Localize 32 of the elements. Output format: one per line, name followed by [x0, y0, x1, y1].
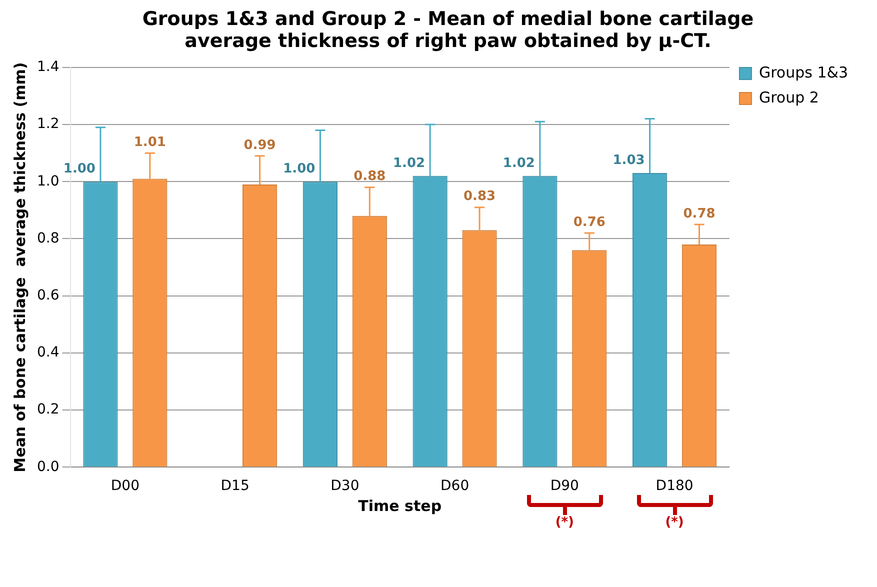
- data-label: 0.99: [244, 138, 276, 153]
- y-tick-label: 1.0: [37, 173, 60, 190]
- data-label: 1.01: [134, 134, 166, 150]
- y-tick-label: 0.8: [37, 230, 60, 246]
- data-label: 1.00: [283, 162, 316, 177]
- data-label: 0.78: [683, 206, 716, 222]
- x-tick-label: D90: [550, 478, 579, 494]
- y-tick-label: 0.6: [37, 288, 60, 304]
- text: (*): [554, 515, 575, 530]
- y-tick-label: 1.4: [37, 59, 60, 76]
- y-tick-label: 0.0: [37, 458, 60, 475]
- x-tick-label: D180: [656, 478, 694, 494]
- data-label: 0.76: [573, 214, 606, 230]
- chart-title: Groups 1&3 and Group 2 - Mean of medial bone cartilage average thickness of right paw obtained by µ-CT.: [141, 8, 755, 52]
- text: (*): [664, 515, 685, 530]
- y-axis-title: Mean of bone cartilage average thickness (mm): [10, 62, 29, 472]
- data-label: 1.02: [393, 156, 426, 171]
- x-tick-label: D00: [110, 478, 140, 494]
- y-tick-label: 0.4: [37, 344, 60, 361]
- data-label: 1.03: [612, 152, 645, 168]
- legend-label: Group 2: [758, 88, 819, 106]
- data-label: 1.00: [63, 162, 96, 177]
- x-tick-label: D30: [330, 478, 360, 494]
- y-tick-label: 0.2: [37, 402, 60, 418]
- data-label: 0.83: [463, 189, 496, 204]
- legend-label: Groups 1&3: [758, 63, 848, 82]
- y-tick-label: 1.2: [37, 116, 60, 132]
- x-tick-label: D60: [440, 478, 470, 494]
- data-label: 0.88: [354, 169, 386, 184]
- data-label: 1.02: [502, 156, 535, 171]
- x-axis-title: Time step: [358, 496, 442, 515]
- x-tick-label: D15: [220, 478, 250, 494]
